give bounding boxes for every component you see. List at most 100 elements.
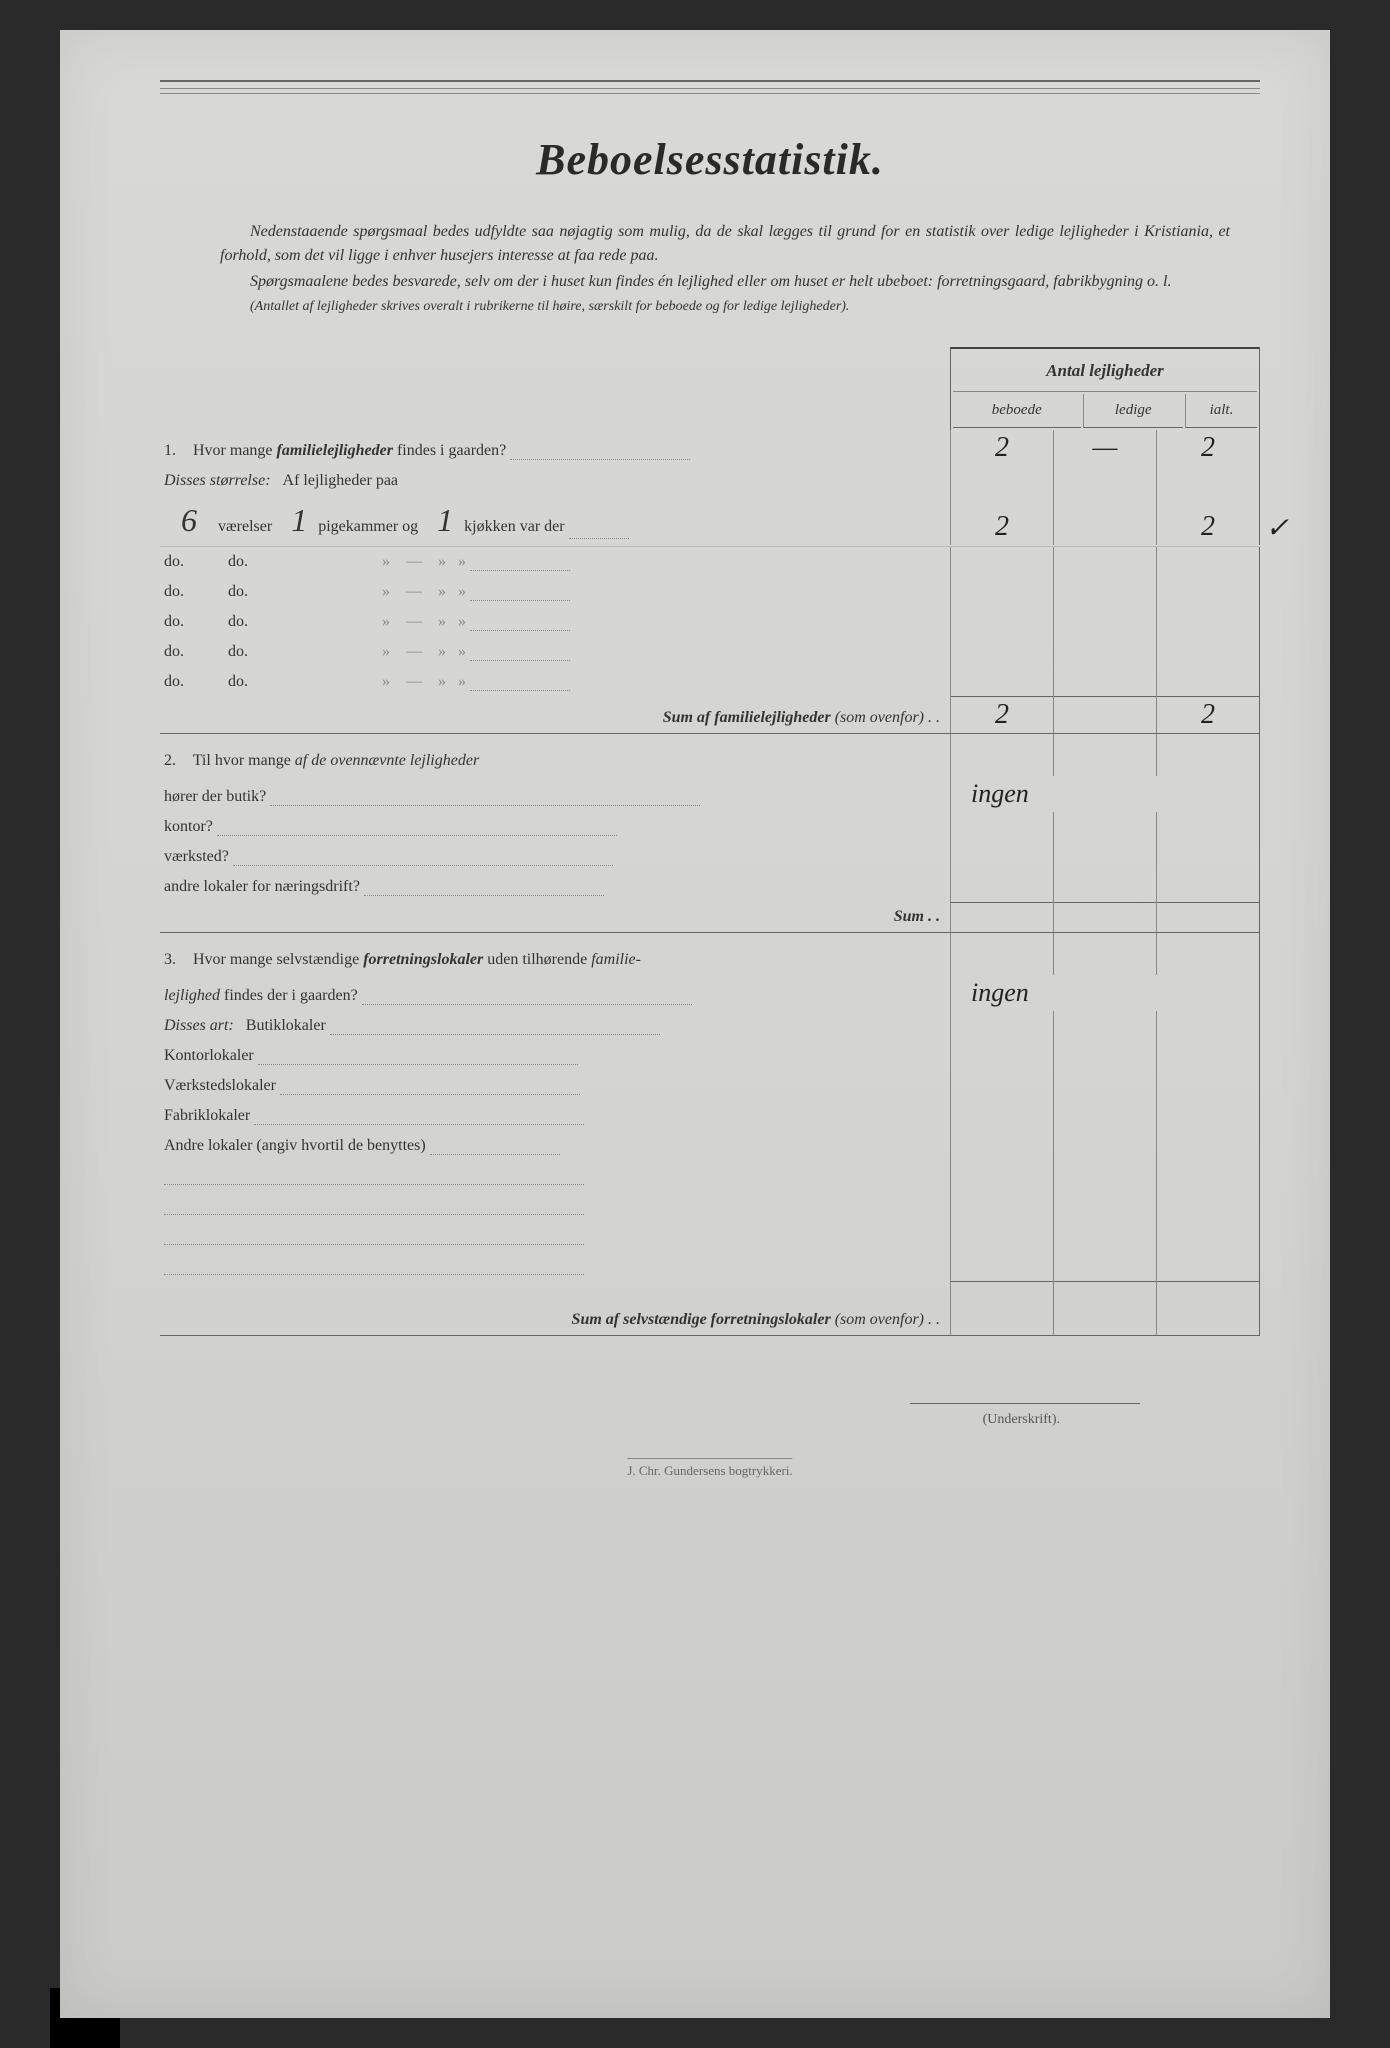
q2-andre: andre lokaler for næringsdrift? bbox=[164, 878, 360, 895]
q3-andre: Andre lokaler (angiv hvortil de benyttes… bbox=[164, 1137, 426, 1154]
dotted-leader bbox=[164, 1259, 584, 1275]
dotted-leader bbox=[470, 645, 570, 661]
form-area: Antal lejligheder beboede ledige ialt. 1… bbox=[160, 347, 1260, 1480]
q1-text-c: findes i gaarden? bbox=[393, 442, 506, 459]
vaer-do: do. bbox=[164, 613, 224, 631]
q3-kontor: Kontorlokaler bbox=[164, 1047, 254, 1064]
q3-sub-row: Fabriklokaler bbox=[160, 1101, 1260, 1131]
room-ledige bbox=[1054, 496, 1157, 545]
q3-blank-row bbox=[160, 1161, 1260, 1191]
q2-number: 2. bbox=[164, 752, 189, 770]
intro-para-3: (Antallet af lejligheder skrives overalt… bbox=[220, 296, 1230, 317]
dotted-leader bbox=[364, 880, 604, 896]
signature-line bbox=[910, 1403, 1140, 1404]
dotted-leader bbox=[233, 850, 613, 866]
q1-text-a: Hvor mange bbox=[193, 442, 277, 459]
q3-sum-label-b: (som ovenfor) . . bbox=[831, 1311, 940, 1328]
pige-do: do. bbox=[228, 673, 378, 691]
dotted-leader bbox=[470, 615, 570, 631]
q3-blank-row bbox=[160, 1251, 1260, 1281]
dotted-leader bbox=[164, 1169, 584, 1185]
room-ialt-val: 2 bbox=[1201, 511, 1215, 542]
room-row: do. do. » — » » bbox=[160, 667, 1260, 697]
q1-ledige: — bbox=[1054, 430, 1157, 466]
room-ialt: 2 ✓ bbox=[1157, 496, 1260, 545]
q1-sum-label-b: (som ovenfor) . . bbox=[831, 709, 940, 726]
kjok-value: 1 bbox=[430, 502, 460, 539]
vaer-do: do. bbox=[164, 673, 224, 691]
q3-text-d: lejlighed bbox=[164, 987, 220, 1004]
room-row: do. do. » — » » bbox=[160, 577, 1260, 607]
q3-butik: Butiklokaler bbox=[246, 1017, 326, 1034]
q1-sum-row: Sum af familielejligheder (som ovenfor) … bbox=[160, 697, 1260, 734]
q2-sum-row: Sum . . bbox=[160, 902, 1260, 933]
q2-vaerksted: værksted? bbox=[164, 848, 229, 865]
q3-number: 3. bbox=[164, 951, 189, 969]
room-row: 6 værelser 1 pigekammer og 1 kjøkken var… bbox=[160, 496, 1260, 545]
q3-text-c: uden tilhørende familie- bbox=[483, 951, 641, 968]
q2-sub-row: værksted? bbox=[160, 842, 1260, 872]
dotted-leader bbox=[430, 1139, 560, 1155]
document-page: Beboelsesstatistik. Nedenstaaende spørgs… bbox=[60, 30, 1330, 2018]
q1-disses-row: Disses størrelse: Af lejligheder paa bbox=[160, 466, 1260, 496]
intro-para-2: Spørgsmaalene bedes besvarede, selv om d… bbox=[220, 270, 1230, 294]
q3-sum-label-a: Sum af selvstændige forretningslokaler bbox=[572, 1311, 831, 1328]
pige-do: do. bbox=[228, 553, 378, 571]
q2-sub-row: andre lokaler for næringsdrift? bbox=[160, 872, 1260, 902]
q3-disses-row: Disses art: Butiklokaler bbox=[160, 1011, 1260, 1041]
pige-do: do. bbox=[228, 643, 378, 661]
q1-number: 1. bbox=[164, 442, 189, 460]
room-beboede: 2 bbox=[951, 496, 1054, 545]
dotted-leader bbox=[270, 790, 700, 806]
dotted-leader bbox=[217, 820, 617, 836]
dotted-leader bbox=[510, 444, 690, 460]
vaer-do: do. bbox=[164, 553, 224, 571]
q2-sum-label: Sum . . bbox=[894, 908, 940, 925]
q1-sum-label-a: Sum af familielejligheder bbox=[663, 709, 831, 726]
q1-row: 1. Hvor mange familielejligheder findes … bbox=[160, 430, 1260, 466]
dotted-leader bbox=[362, 989, 692, 1005]
q2-butik-value: ingen bbox=[971, 779, 1029, 808]
q3-text-b: forretningslokaler bbox=[363, 951, 483, 968]
vaer-label: værelser bbox=[218, 518, 272, 535]
q3-row: 3. Hvor mange selvstændige forretningslo… bbox=[160, 933, 1260, 976]
main-form-table: 1. Hvor mange familielejligheder findes … bbox=[160, 430, 1260, 1336]
dotted-leader bbox=[258, 1049, 578, 1065]
q3-text-e: findes der i gaarden? bbox=[224, 987, 358, 1004]
vaer-do: do. bbox=[164, 643, 224, 661]
vaer-do: do. bbox=[164, 583, 224, 601]
header-main: Antal lejligheder bbox=[953, 351, 1257, 392]
room-row: do. do. » — » » bbox=[160, 546, 1260, 577]
q3-sub-row: Andre lokaler (angiv hvortil de benyttes… bbox=[160, 1131, 1260, 1161]
dotted-leader bbox=[470, 585, 570, 601]
q3-sub-row: Kontorlokaler bbox=[160, 1041, 1260, 1071]
intro-para-1: Nedenstaaende spørgsmaal bedes udfyldte … bbox=[220, 220, 1230, 268]
q3-value: ingen bbox=[971, 978, 1029, 1007]
q1-sum-beboede: 2 bbox=[951, 697, 1054, 734]
q3-text-a: Hvor mange selvstændige bbox=[193, 951, 363, 968]
printer-credit: J. Chr. Gundersens bogtrykkeri. bbox=[627, 1458, 792, 1479]
room-row: do. do. » — » » bbox=[160, 637, 1260, 667]
dotted-leader bbox=[164, 1199, 584, 1215]
q2-text: Til hvor mange af de ovennævnte lejlighe… bbox=[193, 752, 479, 769]
q3-blank-row bbox=[160, 1191, 1260, 1221]
q3-blank-row bbox=[160, 1221, 1260, 1251]
pige-label: pigekammer og bbox=[318, 518, 418, 535]
q2-sub-row: hører der butik? ingen bbox=[160, 776, 1260, 812]
pige-value: 1 bbox=[284, 502, 314, 539]
q2-butik: hører der butik? bbox=[164, 788, 266, 805]
q1-beboede: 2 bbox=[951, 430, 1054, 466]
q3-fabrik: Fabriklokaler bbox=[164, 1107, 250, 1124]
intro-block: Nedenstaaende spørgsmaal bedes udfyldte … bbox=[220, 220, 1230, 317]
header-col-beboede: beboede bbox=[953, 394, 1081, 428]
underskrift-label: (Underskrift). bbox=[983, 1412, 1060, 1427]
dotted-leader bbox=[164, 1229, 584, 1245]
dotted-leader bbox=[569, 523, 629, 539]
column-header-table: Antal lejligheder beboede ledige ialt. bbox=[950, 347, 1260, 430]
q3-sub-row: Værkstedslokaler bbox=[160, 1071, 1260, 1101]
q1-sum-ledige bbox=[1054, 697, 1157, 734]
pige-do: do. bbox=[228, 613, 378, 631]
q1-af-lej: Af lejligheder paa bbox=[283, 472, 399, 489]
q3-sum-row: Sum af selvstændige forretningslokaler (… bbox=[160, 1281, 1260, 1336]
top-rule-lines bbox=[160, 80, 1260, 94]
